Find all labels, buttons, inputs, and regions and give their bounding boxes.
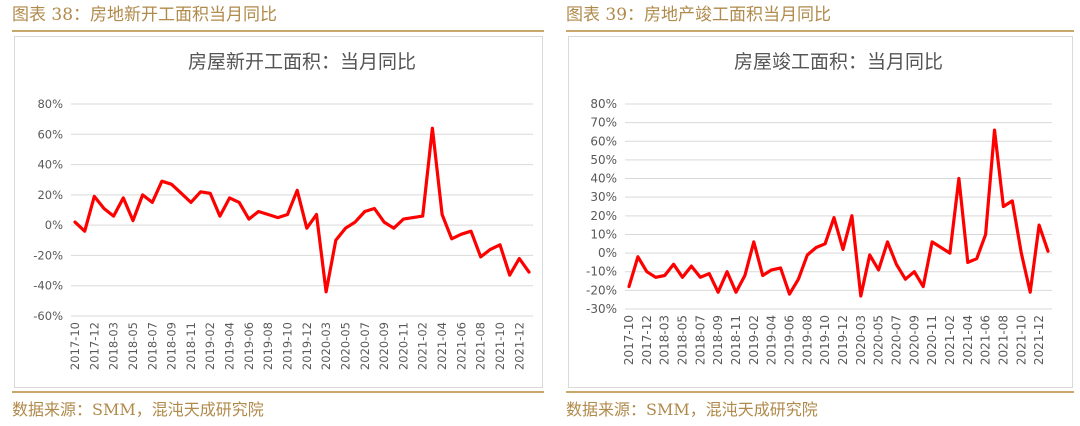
left-y-tick-label: -60% — [33, 309, 63, 323]
right-x-tick-label: 2018-05 — [675, 315, 689, 365]
left-x-tick-label: 2021-06 — [454, 322, 468, 370]
left-x-tick-label: 2019-02 — [203, 322, 217, 370]
left-x-tick-label: 2020-03 — [319, 322, 333, 370]
right-chart-title: 房屋竣工面积：当月同比 — [734, 51, 943, 73]
left-x-tick-label: 2018-07 — [145, 322, 159, 370]
left-x-tick-label: 2021-08 — [474, 322, 488, 370]
right-y-tick-label: -10% — [586, 265, 617, 279]
right-source-note: 数据来源：SMM，混沌天成研究院 — [566, 400, 818, 419]
left-figure-heading: 图表 38：房地新开工面积当月同比 — [12, 5, 278, 25]
right-y-tick-label: 80% — [590, 97, 617, 111]
left-x-tick-label: 2018-03 — [107, 322, 121, 370]
right-x-tick-label: 2021-06 — [979, 315, 993, 365]
left-x-tick-label: 2021-12 — [512, 322, 526, 370]
right-y-tick-label: 20% — [590, 209, 617, 223]
left-y-tick-label: 20% — [37, 188, 63, 202]
right-chart-frame: 房屋竣工面积：当月同比 80% 70% 60% 50% 40% 30% 20% 10% 0% -10… — [568, 36, 1073, 388]
left-x-tick-label: 2020-11 — [396, 322, 410, 370]
left-x-tick-label: 2018-09 — [165, 322, 179, 370]
right-figure-heading: 图表 39：房地产竣工面积当月同比 — [566, 5, 832, 25]
left-series-line — [73, 126, 531, 294]
right-x-tick-label: 2018-11 — [729, 315, 743, 365]
left-y-tick-label: 0% — [45, 218, 63, 232]
left-x-tick-label: 2019-10 — [281, 322, 295, 370]
left-x-tick-label: 2019-08 — [261, 322, 275, 370]
right-x-tick-label: 2019-04 — [765, 315, 779, 365]
left-x-tick-label: 2020-09 — [377, 322, 391, 370]
right-heading-rule — [566, 30, 1074, 32]
right-y-tick-label: -30% — [586, 302, 617, 316]
right-x-tick-label: 2020-09 — [907, 315, 921, 365]
left-x-tick-label: 2018-11 — [184, 322, 198, 370]
left-y-tick-label: 80% — [37, 97, 63, 111]
right-bottom-rule — [566, 391, 1074, 393]
left-bottom-rule — [12, 391, 544, 393]
right-x-tick-label: 2021-12 — [1032, 315, 1046, 365]
left-y-tick-label: 40% — [37, 158, 63, 172]
right-y-tick-label: 0% — [598, 246, 617, 260]
left-source-note: 数据来源：SMM，混沌天成研究院 — [12, 400, 264, 419]
right-x-tick-label: 2020-05 — [872, 315, 886, 365]
right-y-tick-label: 40% — [590, 172, 617, 186]
right-x-tick-label: 2021-08 — [996, 315, 1010, 365]
right-x-tick-label: 2021-02 — [943, 315, 957, 365]
left-x-tick-label: 2017-12 — [87, 322, 101, 370]
left-x-tick-label: 2021-04 — [435, 322, 449, 370]
left-x-tick-label: 2021-02 — [416, 322, 430, 370]
right-x-tick-label: 2019-02 — [747, 315, 761, 365]
left-y-tick-label: -40% — [33, 279, 63, 293]
left-x-tick-label: 2018-05 — [126, 322, 140, 370]
left-chart: 房屋新开工面积：当月同比 80% 60% 40% 20% 0% -20% -40% -60% 20… — [33, 51, 533, 370]
right-y-tick-label: 30% — [590, 190, 617, 204]
left-chart-frame: 房屋新开工面积：当月同比 80% 60% 40% 20% 0% -20% -40% -60% 20… — [14, 36, 543, 388]
left-x-tick-label: 2019-12 — [300, 322, 314, 370]
left-x-tick-label: 2019-04 — [223, 322, 237, 370]
right-y-tick-label: 60% — [590, 134, 617, 148]
right-x-tick-label: 2020-03 — [854, 315, 868, 365]
right-y-tick-label: 50% — [590, 153, 617, 167]
left-x-tick-label: 2017-10 — [68, 322, 82, 370]
right-x-tick-label: 2019-06 — [782, 315, 796, 365]
right-x-tick-label: 2018-03 — [658, 315, 672, 365]
right-x-tick-label: 2018-09 — [711, 315, 725, 365]
right-x-tick-label: 2020-11 — [925, 315, 939, 365]
right-x-tick-label: 2017-10 — [622, 315, 636, 365]
right-x-tick-label: 2019-12 — [836, 315, 850, 365]
left-x-tick-label: 2019-06 — [242, 322, 256, 370]
left-chart-title: 房屋新开工面积：当月同比 — [188, 51, 416, 73]
right-y-tick-label: 70% — [590, 116, 617, 130]
right-y-tick-label: 10% — [590, 227, 617, 241]
right-x-tick-label: 2017-12 — [640, 315, 654, 365]
left-y-tick-label: -20% — [33, 248, 63, 262]
right-series-line — [627, 128, 1050, 298]
right-x-tick-label: 2021-04 — [961, 315, 975, 365]
left-y-tick-label: 60% — [37, 127, 63, 141]
right-x-tick-label: 2019-10 — [818, 315, 832, 365]
right-x-tick-label: 2018-07 — [693, 315, 707, 365]
right-x-tick-label: 2020-07 — [889, 315, 903, 365]
left-x-tick-label: 2021-10 — [493, 322, 507, 370]
right-y-tick-label: -20% — [586, 283, 617, 297]
left-heading-rule — [12, 30, 544, 32]
left-x-tick-label: 2020-05 — [338, 322, 352, 370]
left-x-tick-label: 2020-07 — [358, 322, 372, 370]
right-x-tick-label: 2021-10 — [1014, 315, 1028, 365]
right-x-tick-label: 2019-08 — [800, 315, 814, 365]
right-chart: 房屋竣工面积：当月同比 80% 70% 60% 50% 40% 30% 20% 10% 0% -10… — [586, 51, 1052, 365]
